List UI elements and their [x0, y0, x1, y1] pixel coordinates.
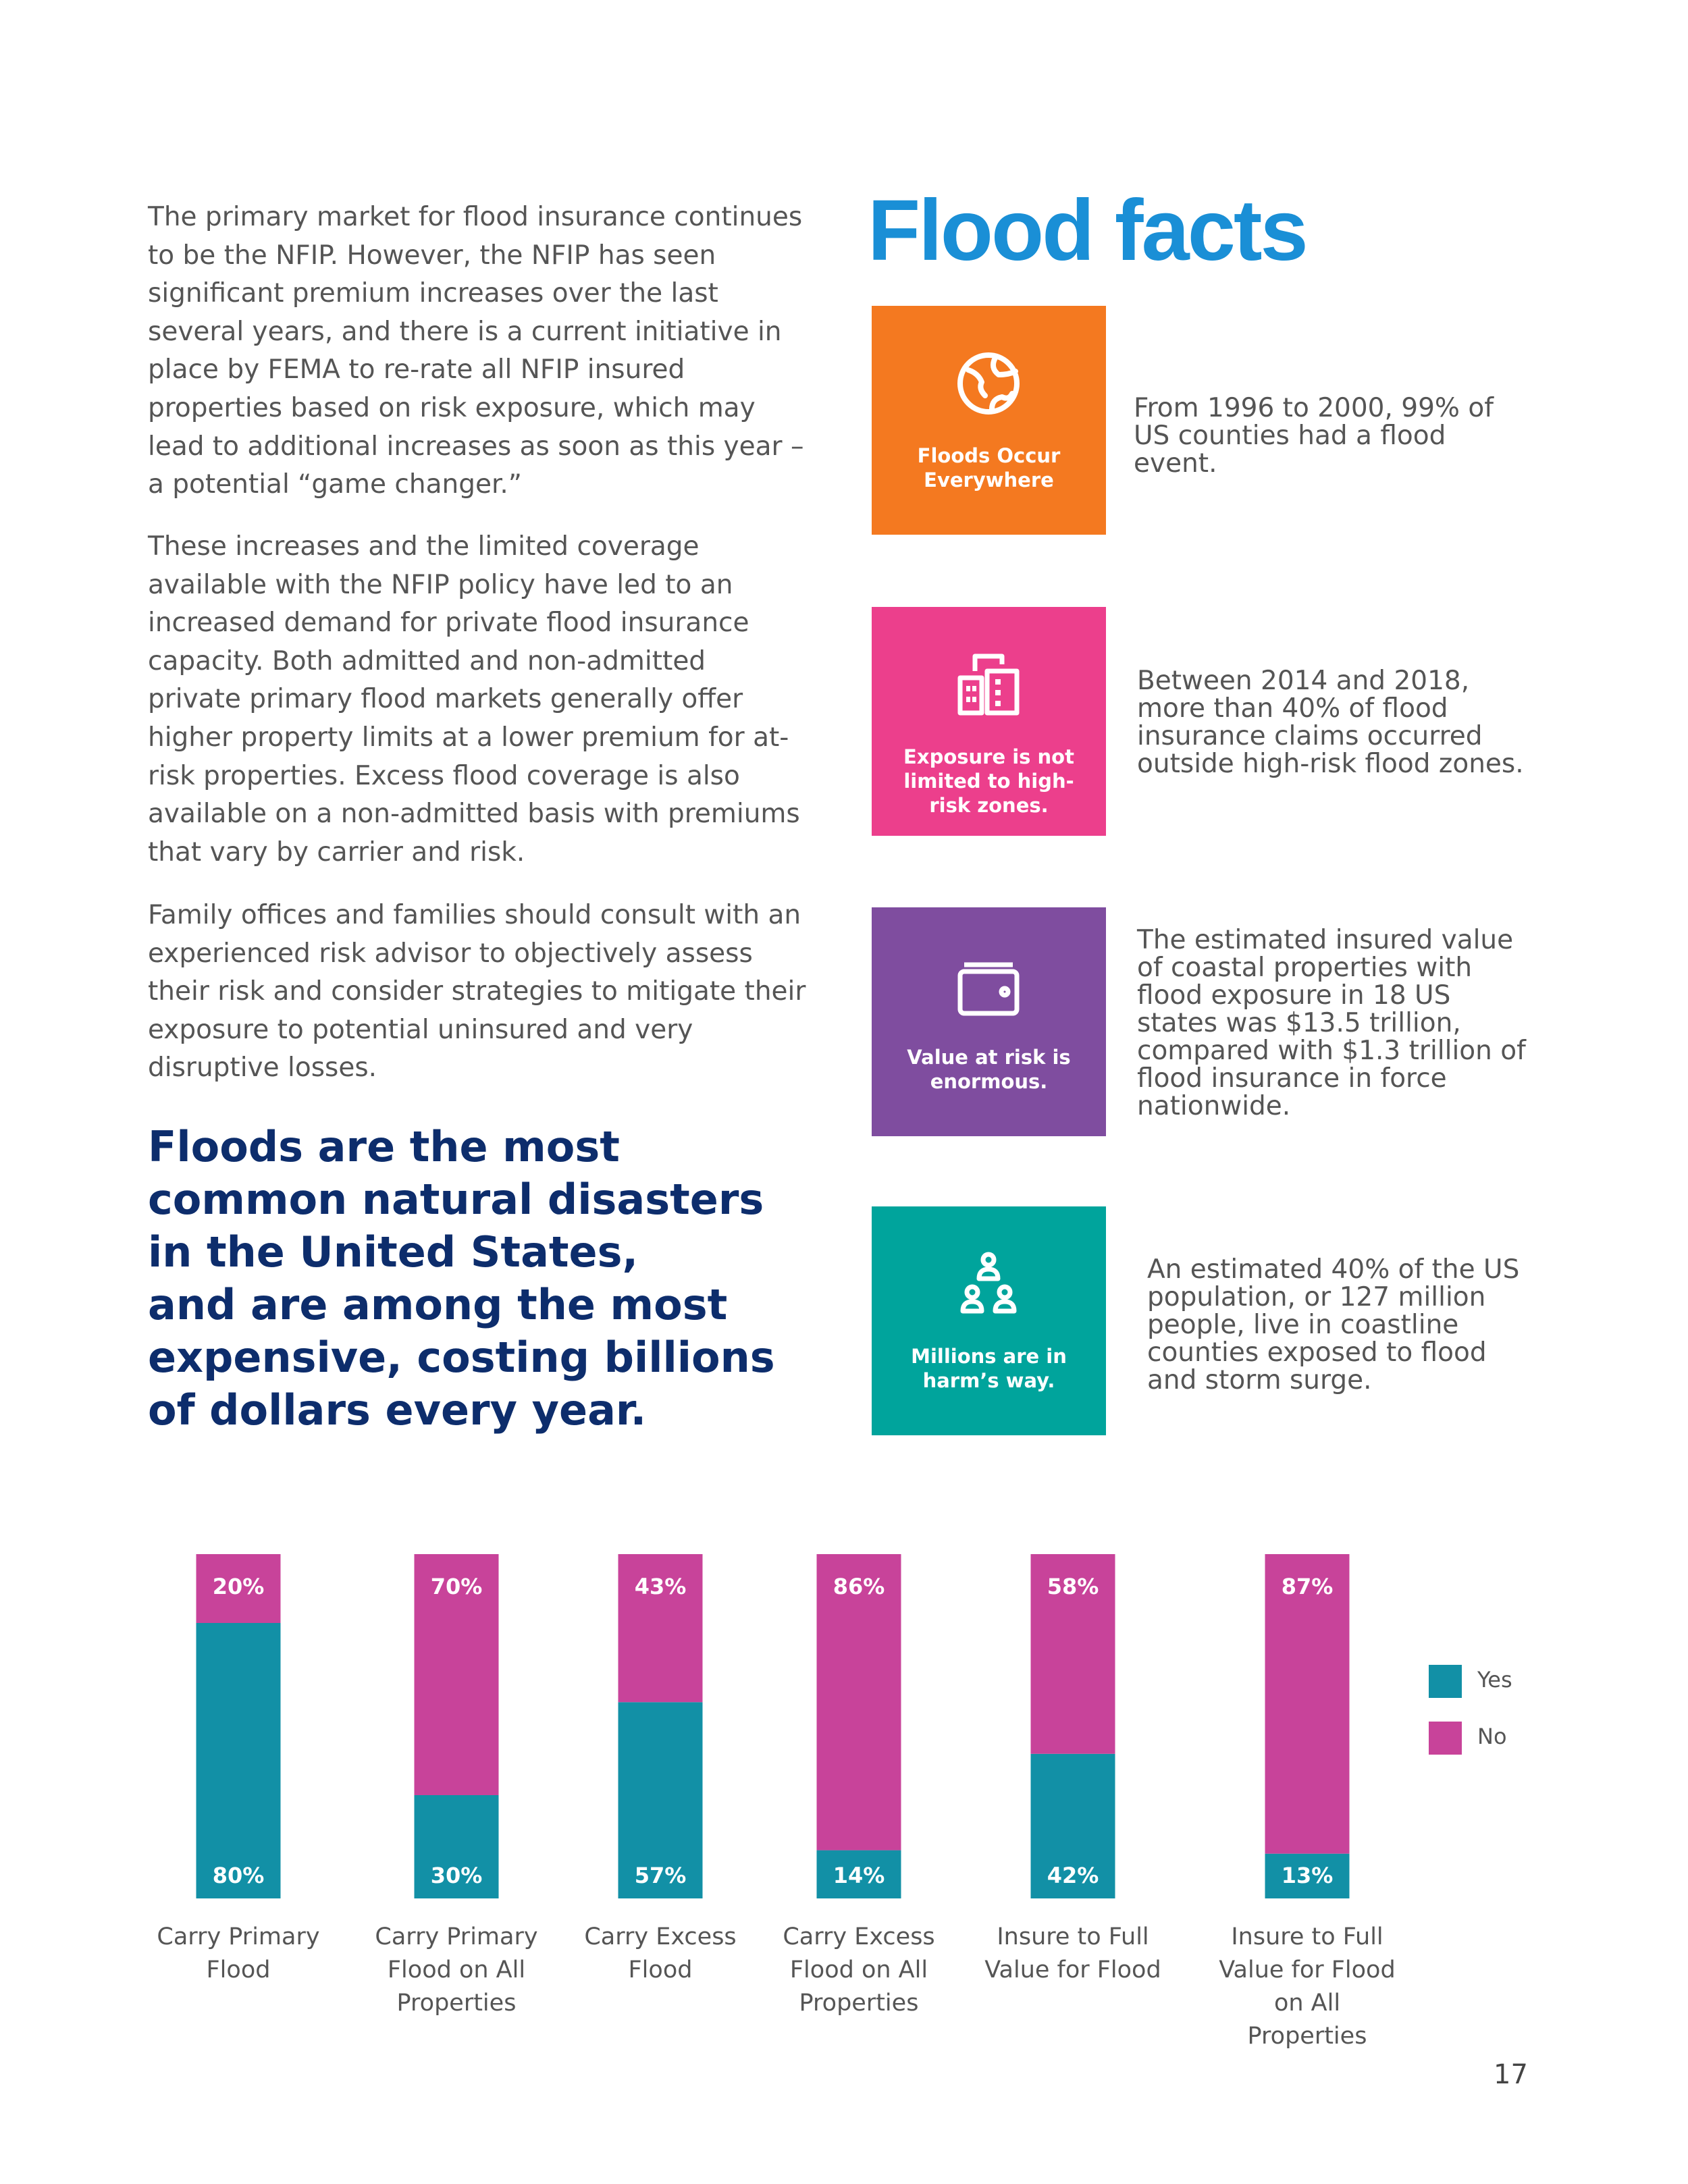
bar-segment	[816, 1850, 901, 1898]
fact-text: Between 2014 and 2018, more than 40% of …	[1137, 666, 1524, 779]
value-label: 43%	[635, 1574, 687, 1599]
category-label: Carry Primary Flood	[157, 1923, 320, 1983]
value-label: 57%	[635, 1863, 687, 1888]
building-icon	[957, 654, 1020, 716]
fact-box: Exposure is not limited to high-risk zon…	[872, 607, 1106, 836]
fact-label: Floods Occur Everywhere	[917, 444, 1061, 491]
bar-segment	[618, 1702, 703, 1898]
globe-icon	[957, 352, 1020, 415]
bar-segment	[196, 1554, 281, 1623]
bar-segment	[1265, 1554, 1350, 1854]
facts-title: Flood facts	[868, 182, 1309, 279]
bar-segment	[618, 1554, 703, 1703]
value-label: 30%	[431, 1863, 483, 1888]
bar-segment	[414, 1554, 499, 1795]
legend-swatch	[1429, 1722, 1462, 1755]
page-number: 17	[1494, 2059, 1528, 2090]
fact-label: Value at risk is enormous.	[907, 1046, 1071, 1093]
fact-label: Exposure is not limited to high-risk zon…	[903, 745, 1074, 817]
value-label: 20%	[213, 1574, 265, 1599]
value-label: 86%	[833, 1574, 885, 1599]
value-label: 58%	[1047, 1574, 1099, 1599]
value-label: 13%	[1282, 1863, 1334, 1888]
bar-segment	[1265, 1853, 1350, 1898]
fact-text: An estimated 40% of the US population, o…	[1147, 1254, 1520, 1395]
category-label: Carry Excess Flood on All Properties	[783, 1923, 935, 2017]
fact-box: Value at risk is enormous.	[872, 907, 1106, 1136]
bar-segment	[414, 1795, 499, 1898]
fact-text: The estimated insured value of coastal p…	[1137, 925, 1526, 1121]
value-label: 87%	[1282, 1574, 1334, 1599]
fact-label: Millions are in harm’s way.	[911, 1345, 1067, 1392]
category-label: Carry Primary Flood on All Properties	[375, 1923, 538, 2017]
chart: 80% 20% 30% 70% 57% 43% 14% 86% 42% 58% 13% 87% Yes N…	[196, 1554, 1512, 1898]
bar-segment	[196, 1623, 281, 1898]
headline: Floods are the most common natural disas…	[148, 1121, 775, 1437]
category-label: Insure to Full Value for Flood on All Pr…	[1219, 1923, 1396, 2050]
headline-line: in the United States,	[148, 1227, 639, 1277]
category-label: Carry Excess Flood	[584, 1923, 737, 1983]
legend-label: Yes	[1477, 1667, 1512, 1693]
legend-label: No	[1477, 1724, 1507, 1749]
paragraph: Family offices and families should consu…	[148, 900, 806, 1084]
headline-line: and are among the most	[148, 1280, 728, 1329]
bar-segment	[1030, 1554, 1115, 1754]
fact-text: From 1996 to 2000, 99% of US counties ha…	[1134, 393, 1494, 479]
fact-box: Floods Occur Everywhere	[872, 306, 1106, 535]
value-label: 14%	[833, 1863, 885, 1888]
bar-segment	[1030, 1753, 1115, 1898]
bar-segment	[816, 1554, 901, 1850]
value-label: 70%	[431, 1574, 483, 1599]
headline-line: of dollars every year.	[148, 1385, 647, 1435]
fact-box: Millions are in harm’s way.	[872, 1206, 1106, 1435]
headline-line: common natural disasters	[148, 1175, 764, 1224]
headline-line: expensive, costing billions	[148, 1333, 775, 1382]
value-label: 42%	[1047, 1863, 1099, 1888]
paragraph: These increases and the limited coverage…	[148, 531, 800, 868]
people-icon	[960, 1252, 1017, 1314]
headline-line: Floods are the most	[148, 1122, 620, 1171]
value-label: 80%	[213, 1863, 265, 1888]
paragraph: The primary market for flood insurance c…	[148, 202, 804, 500]
legend-swatch	[1429, 1665, 1462, 1698]
wallet-icon	[957, 962, 1020, 1016]
category-label: Insure to Full Value for Flood	[984, 1923, 1161, 1983]
